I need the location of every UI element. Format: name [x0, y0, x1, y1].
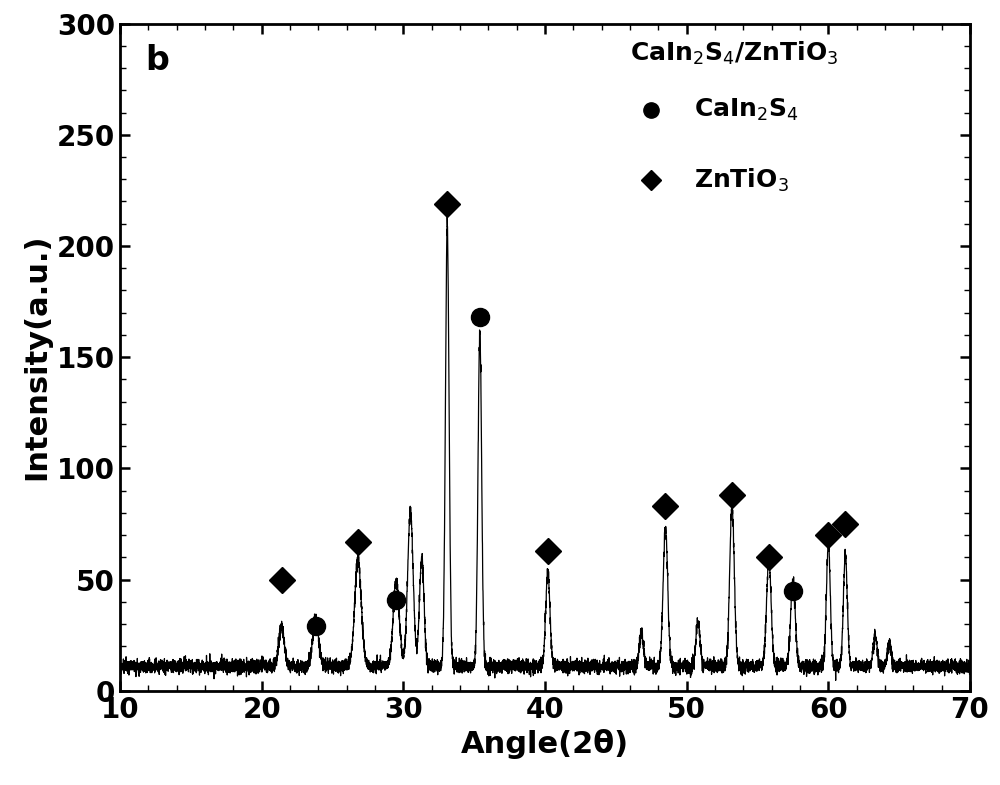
Text: CaIn$_2$S$_4$/ZnTiO$_3$: CaIn$_2$S$_4$/ZnTiO$_3$ — [630, 40, 838, 68]
X-axis label: Angle(2θ): Angle(2θ) — [461, 729, 629, 759]
Text: ZnTiO$_3$: ZnTiO$_3$ — [694, 166, 789, 194]
Text: b: b — [146, 44, 169, 77]
Y-axis label: Intensity(a.u.): Intensity(a.u.) — [22, 234, 51, 480]
Text: CaIn$_2$S$_4$: CaIn$_2$S$_4$ — [694, 97, 799, 123]
